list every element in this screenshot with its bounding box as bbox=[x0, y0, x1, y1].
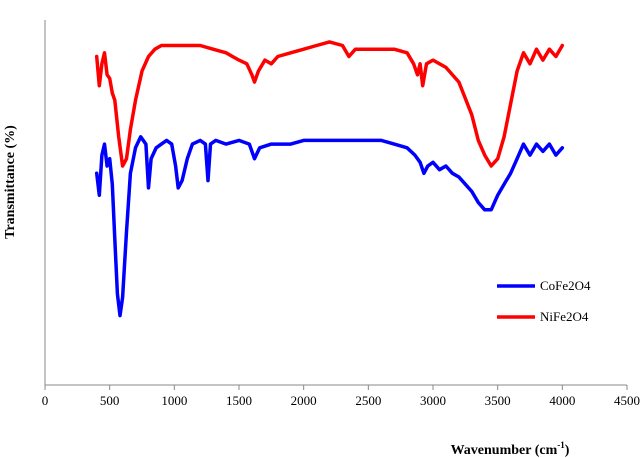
x-tick-label: 500 bbox=[100, 393, 120, 408]
legend: CoFe2O4 NiFe2O4 bbox=[497, 278, 591, 324]
x-tick-label: 3500 bbox=[485, 393, 511, 408]
x-tick-label: 1500 bbox=[226, 393, 252, 408]
x-axis-label-main: Wavenumber (cm bbox=[451, 443, 558, 458]
x-axis-label: Wavenumber (cm-1) bbox=[451, 440, 570, 458]
x-tick-label: 4000 bbox=[549, 393, 575, 408]
x-tick-label: 2000 bbox=[291, 393, 317, 408]
x-tick-group: 0 500 1000 1500 2000 2500 3000 3500 4000 4500 bbox=[42, 385, 640, 408]
x-tick-label: 1000 bbox=[161, 393, 187, 408]
x-tick-label: 0 bbox=[42, 393, 49, 408]
x-axis-label-end: ) bbox=[565, 443, 570, 458]
x-tick-label: 4500 bbox=[614, 393, 640, 408]
y-axis-label: Transmittance (%) bbox=[3, 125, 18, 239]
legend-label-nife2o4: NiFe2O4 bbox=[540, 309, 589, 324]
legend-label-cofe2o4: CoFe2O4 bbox=[540, 278, 591, 293]
x-axis-label-superscript: -1 bbox=[557, 440, 565, 450]
x-tick-label: 3000 bbox=[420, 393, 446, 408]
series-group bbox=[94, 40, 565, 318]
series-line-cofe2o4 bbox=[94, 135, 565, 318]
series-line-nife2o4 bbox=[94, 40, 565, 168]
x-tick-label: 2500 bbox=[355, 393, 381, 408]
